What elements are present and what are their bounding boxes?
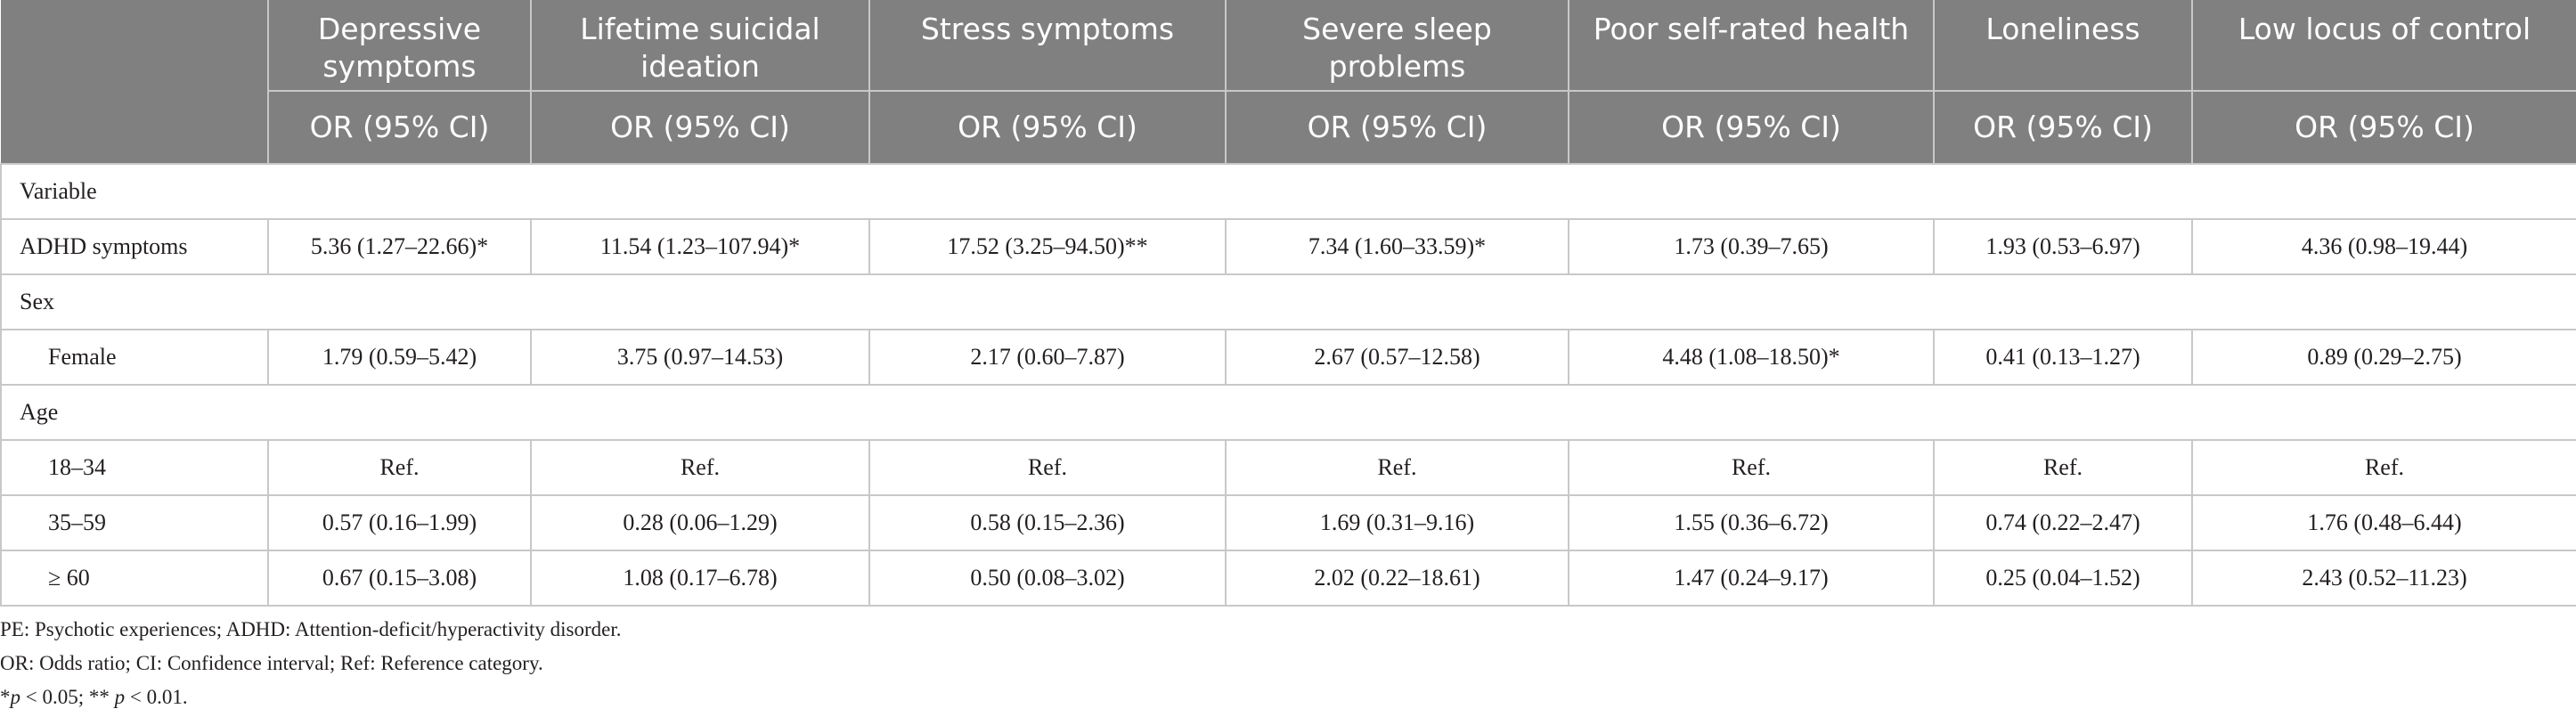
col-subheader: OR (95% CI) xyxy=(1225,90,1569,164)
col-subheader: OR (95% CI) xyxy=(2191,90,2576,164)
section-label: Sex xyxy=(0,273,2576,330)
section-label: Age xyxy=(0,384,2576,441)
table-cell: 3.75 (0.97–14.53) xyxy=(530,329,870,386)
section-label: Variable xyxy=(0,163,2576,220)
col-subheader: OR (95% CI) xyxy=(530,90,870,164)
table-cell: 4.36 (0.98–19.44) xyxy=(2191,218,2576,275)
table-cell: 1.76 (0.48–6.44) xyxy=(2191,494,2576,551)
footnote-p-symbol: p xyxy=(114,686,126,708)
table-cell: 0.58 (0.15–2.36) xyxy=(868,494,1227,551)
table-cell: 0.41 (0.13–1.27) xyxy=(1933,329,2193,386)
col-header-suicidal: Lifetime suicidal ideation xyxy=(530,0,870,91)
footnote-p-symbol: p xyxy=(10,686,21,708)
col-subheader: OR (95% CI) xyxy=(868,90,1227,164)
table-cell: 2.43 (0.52–11.23) xyxy=(2191,550,2576,607)
col-header-locus: Low locus of control xyxy=(2191,0,2576,91)
col-subheader: OR (95% CI) xyxy=(1568,90,1935,164)
table-cell: 1.55 (0.36–6.72) xyxy=(1568,494,1935,551)
col-header-sleep: Severe sleep problems xyxy=(1225,0,1569,91)
table-cell: 0.67 (0.15–3.08) xyxy=(267,550,532,607)
table-cell: 2.17 (0.60–7.87) xyxy=(868,329,1227,386)
table-cell: 2.02 (0.22–18.61) xyxy=(1225,550,1569,607)
table-cell: Ref. xyxy=(1568,439,1935,496)
table-cell: 11.54 (1.23–107.94)* xyxy=(530,218,870,275)
row-label: ≥ 60 xyxy=(0,550,269,607)
table-cell: Ref. xyxy=(868,439,1227,496)
table-cell: 1.08 (0.17–6.78) xyxy=(530,550,870,607)
table-cell: 0.89 (0.29–2.75) xyxy=(2191,329,2576,386)
table-cell: 4.48 (1.08–18.50)* xyxy=(1568,329,1935,386)
table-row: 18–34 Ref. Ref. Ref. Ref. Ref. Ref. Ref. xyxy=(0,439,2576,496)
table-row: ≥ 60 0.67 (0.15–3.08) 1.08 (0.17–6.78) 0… xyxy=(0,550,2576,607)
table-cell: 1.73 (0.39–7.65) xyxy=(1568,218,1935,275)
table-cell: 1.93 (0.53–6.97) xyxy=(1933,218,2193,275)
table-cell: Ref. xyxy=(267,439,532,496)
col-header-stress: Stress symptoms xyxy=(868,0,1227,91)
table-cell: 1.47 (0.24–9.17) xyxy=(1568,550,1935,607)
table-body: Variable ADHD symptoms 5.36 (1.27–22.66)… xyxy=(0,163,2576,607)
col-header-loneliness: Loneliness xyxy=(1933,0,2193,91)
table-cell: Ref. xyxy=(2191,439,2576,496)
table-row: Female 1.79 (0.59–5.42) 3.75 (0.97–14.53… xyxy=(0,329,2576,386)
header-corner xyxy=(1,0,269,164)
col-subheader: OR (95% CI) xyxy=(1933,90,2193,164)
table-header: Depressive symptoms Lifetime suicidal id… xyxy=(1,0,2576,164)
header-row-outcomes: Depressive symptoms Lifetime suicidal id… xyxy=(1,0,2576,164)
footnote-star: * xyxy=(0,686,11,708)
table-row: 35–59 0.57 (0.16–1.99) 0.28 (0.06–1.29) … xyxy=(0,494,2576,551)
table-cell: Ref. xyxy=(1225,439,1569,496)
header-row-measure: OR (95% CI) OR (95% CI) OR (95% CI) OR (… xyxy=(1,90,2576,164)
col-header-depressive: Depressive symptoms xyxy=(267,0,532,91)
table-cell: 0.25 (0.04–1.52) xyxy=(1933,550,2193,607)
table-cell: 2.67 (0.57–12.58) xyxy=(1225,329,1569,386)
footnote-abbreviations: PE: Psychotic experiences; ADHD: Attenti… xyxy=(0,618,622,640)
footnote-or-ci: OR: Odds ratio; CI: Confidence interval;… xyxy=(0,652,543,674)
table-cell: 7.34 (1.60–33.59)* xyxy=(1225,218,1569,275)
footnote-threshold-1: < 0.05; ** xyxy=(20,686,115,708)
table-cell: Ref. xyxy=(530,439,870,496)
row-label: Female xyxy=(0,329,269,386)
table-cell: 1.69 (0.31–9.16) xyxy=(1225,494,1569,551)
footnote-threshold-2: < 0.01. xyxy=(125,686,188,708)
table-cell: 0.50 (0.08–3.02) xyxy=(868,550,1227,607)
col-subheader: OR (95% CI) xyxy=(267,90,532,164)
section-row-age: Age xyxy=(0,384,2576,441)
table-cell: 0.57 (0.16–1.99) xyxy=(267,494,532,551)
row-label: 18–34 xyxy=(0,439,269,496)
table-row: ADHD symptoms 5.36 (1.27–22.66)* 11.54 (… xyxy=(0,218,2576,275)
results-table: Depressive symptoms Lifetime suicidal id… xyxy=(0,0,2576,607)
row-label: ADHD symptoms xyxy=(0,218,269,275)
table-cell: Ref. xyxy=(1933,439,2193,496)
table-cell: 17.52 (3.25–94.50)** xyxy=(868,218,1227,275)
table-cell: 0.74 (0.22–2.47) xyxy=(1933,494,2193,551)
table-cell: 1.79 (0.59–5.42) xyxy=(267,329,532,386)
section-row-sex: Sex xyxy=(0,273,2576,330)
col-header-health: Poor self-rated health xyxy=(1568,0,1935,91)
footnote-significance: *p < 0.05; ** p < 0.01. xyxy=(0,680,622,714)
table-cell: 5.36 (1.27–22.66)* xyxy=(267,218,532,275)
table-cell: 0.28 (0.06–1.29) xyxy=(530,494,870,551)
section-row-variable: Variable xyxy=(0,163,2576,220)
row-label: 35–59 xyxy=(0,494,269,551)
table-footnotes: PE: Psychotic experiences; ADHD: Attenti… xyxy=(0,613,622,714)
